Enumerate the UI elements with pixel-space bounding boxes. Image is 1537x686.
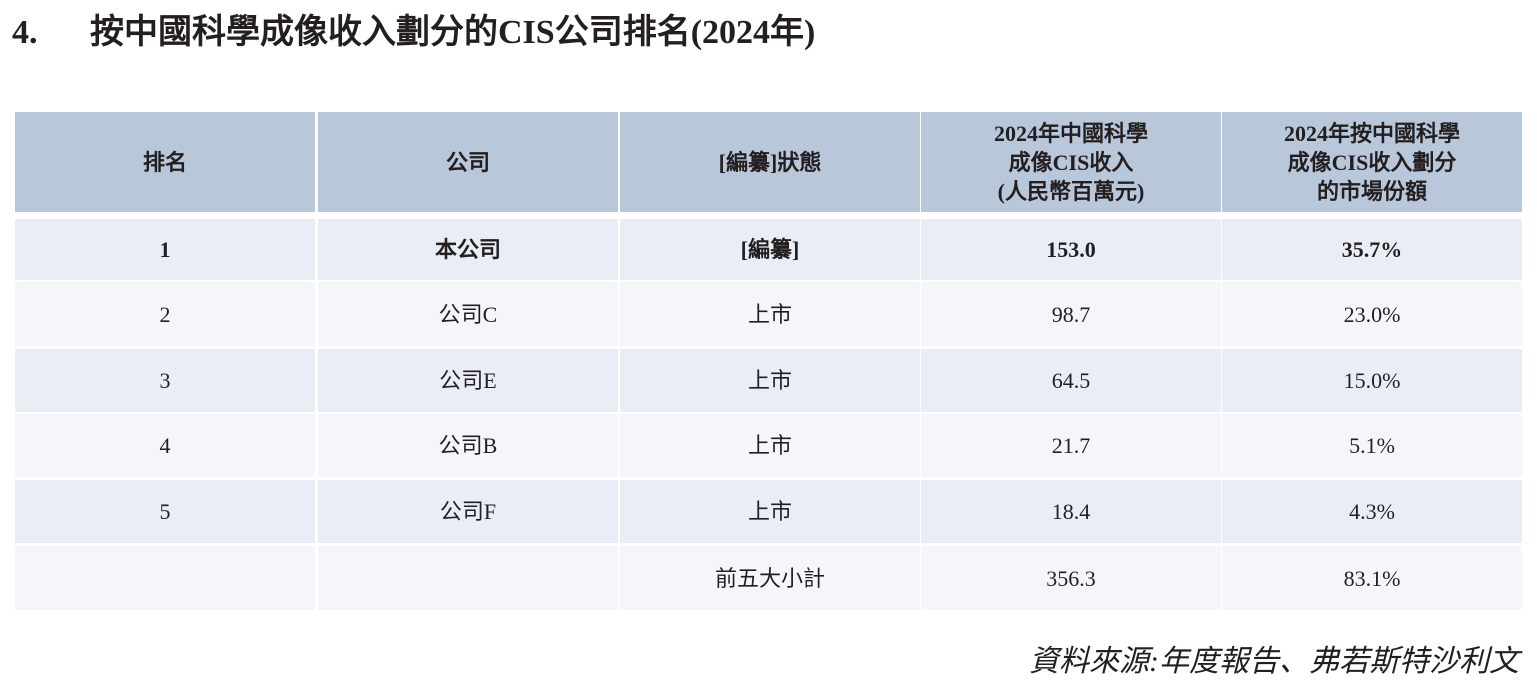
header-cell: 排名 [15,112,315,212]
table-cell: 上市 [620,480,920,543]
cell-text: 5 [159,499,171,524]
cell-text: [編纂] [740,237,800,262]
cell-text: 2024年按中國科學 [1283,120,1460,146]
cell-text: 18.4 [1051,499,1091,524]
cell-text: 前五大小計 [714,565,825,591]
cell-text: (人民幣百萬元) [997,178,1145,204]
table-cell: 本公司 [318,219,618,280]
cell-text: 5.1% [1349,433,1395,458]
table-cell: [編纂] [620,219,920,280]
total-cell: 83.1% [1222,546,1522,610]
cell-text: 上市 [747,301,792,327]
total-label: 前五大小計 [620,546,920,610]
table-cell: 上市 [620,282,920,346]
table-cell: 64.5 [921,349,1221,412]
header-cell: 公司 [318,112,618,212]
table-cell: 上市 [620,349,920,412]
cell-text: 排名 [142,149,187,175]
title: 4. 按中國科學成像收入劃分的CIS公司排名(2024年) [12,4,815,53]
cell-text: 4.3% [1349,499,1395,524]
cell-text: 2 [159,301,171,327]
total-cell: 356.3 [921,546,1221,610]
cell-text: 35.7% [1341,237,1403,262]
cell-text: 4 [159,433,171,458]
cell-text: 23.0% [1343,301,1401,327]
cell-text: 15.0% [1343,368,1401,393]
table-cell: 2 [15,282,315,346]
table-cell: 公司F [318,480,618,543]
cell-text: 98.7 [1051,301,1091,327]
cell-text: 本公司 [434,237,501,262]
table-cell: 1 [15,219,315,280]
table-cell: 公司B [318,414,618,477]
cell-text: 的市場份額 [1316,178,1427,204]
cell-text: 3 [159,368,171,393]
table-cell: 公司C [318,282,618,346]
header-cell: 2024年中國科學 成像CIS收入 (人民幣百萬元) [921,112,1221,212]
cell-text: 2024年中國科學 [993,120,1148,146]
table-cell: 35.7% [1222,219,1522,280]
table-cell: 15.0% [1222,349,1522,412]
header-cell: 2024年按中國科學 成像CIS收入劃分 的市場份額 [1222,112,1522,212]
cell-text: 公司F [439,499,497,524]
table-cell: 3 [15,349,315,412]
cell-text: 上市 [747,499,792,524]
cell-text: 公司C [438,301,498,327]
table-cell [15,546,315,610]
cell-text: [編纂]狀態 [718,149,822,175]
table-cell: 5 [15,480,315,543]
table-cell: 5.1% [1222,414,1522,477]
table-cell [318,546,618,610]
table-cell: 4 [15,414,315,477]
cell-text: 356.3 [1046,565,1096,591]
cell-text: 公司B [438,433,498,458]
title-number: 4. [12,14,38,51]
cell-text: 153.0 [1046,237,1096,262]
header-cell: [編纂]狀態 [620,112,920,212]
title-text: 按中國科學成像收入劃分的CIS公司排名(2024年) [90,14,816,51]
cell-text: 公司 [445,149,490,175]
cell-text: 1 [159,237,171,262]
cell-text: 成像CIS收入 [1008,149,1134,175]
cell-text: 83.1% [1343,565,1401,591]
table-cell: 21.7 [921,414,1221,477]
table-cell: 公司E [318,349,618,412]
cell-text: 公司E [439,368,497,393]
table-cell: 153.0 [921,219,1221,280]
table-cell: 18.4 [921,480,1221,543]
cell-text: 64.5 [1051,368,1091,393]
table-cell: 98.7 [921,282,1221,346]
cell-text: 上市 [747,433,792,458]
cell-text: 上市 [747,368,792,393]
table-cell: 4.3% [1222,480,1522,543]
table-cell: 23.0% [1222,282,1522,346]
cell-text: 21.7 [1051,433,1091,458]
table-cell: 上市 [620,414,920,477]
source: 資料來源:年度報告、弗若斯特沙利文 [1029,645,1519,678]
cell-text: 成像CIS收入劃分 [1287,149,1457,175]
